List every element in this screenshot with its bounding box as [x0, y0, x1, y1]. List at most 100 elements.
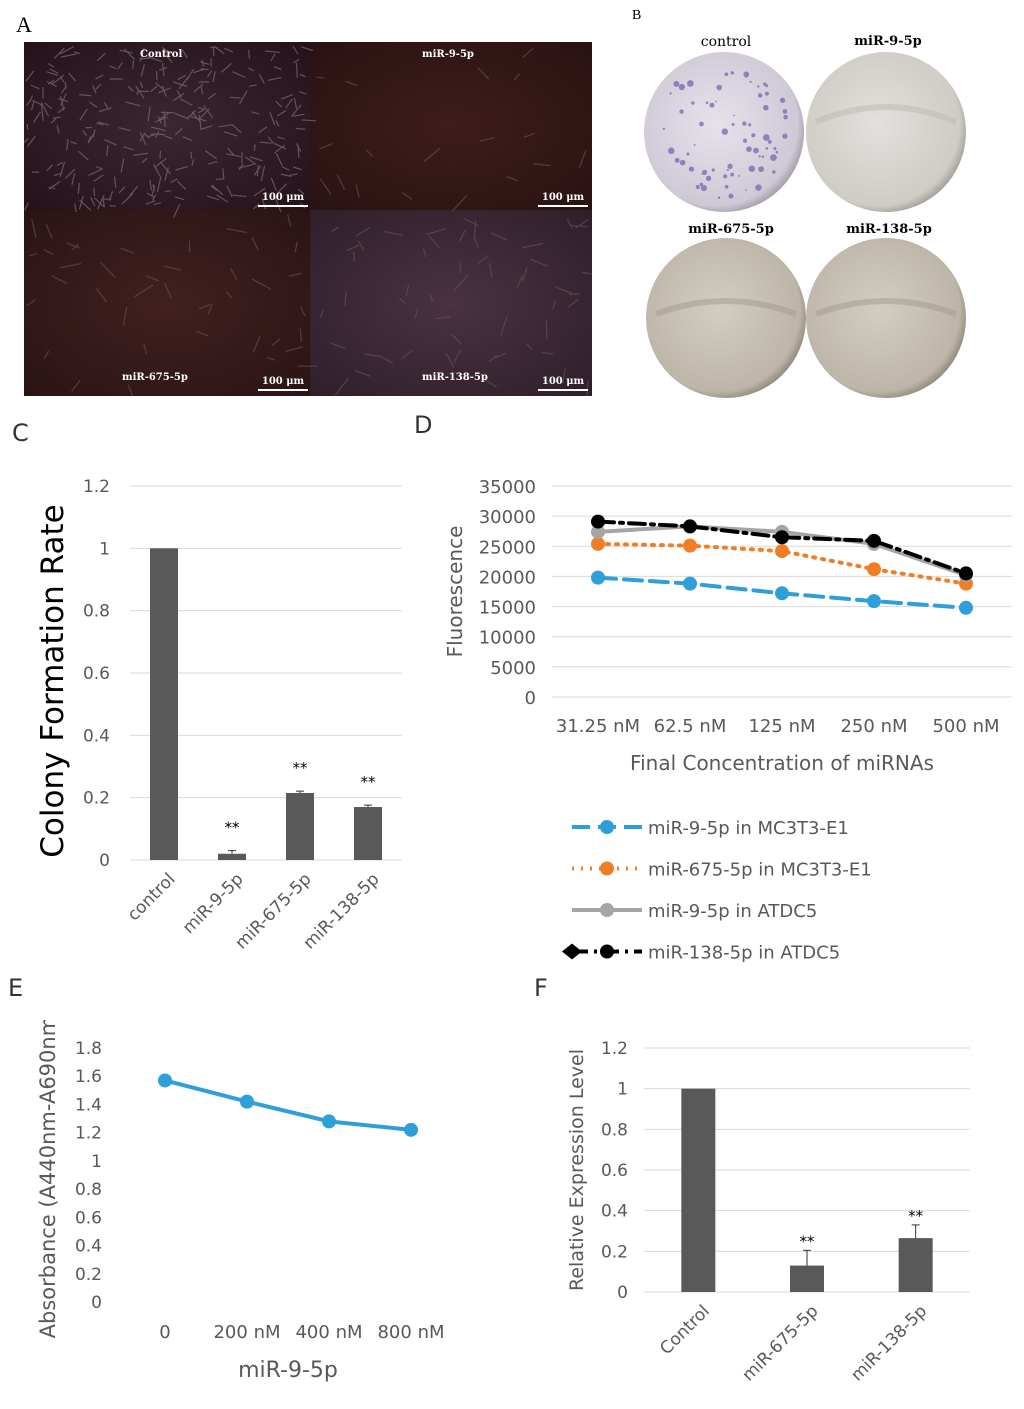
y-tick-label: 0	[525, 688, 536, 709]
data-point	[775, 544, 789, 559]
data-point	[867, 533, 881, 548]
data-point	[404, 1122, 418, 1137]
x-tick-label: 62.5 nM	[654, 716, 727, 737]
x-tick-label: miR-138-5p	[847, 1301, 931, 1385]
cell-label-mir-675: miR-675-5p	[122, 372, 188, 383]
legend-label: miR-9-5p in ATDC5	[648, 901, 817, 922]
bar	[898, 1238, 933, 1292]
significance-mark: **	[361, 773, 377, 791]
y-tick-label: 5000	[490, 658, 536, 679]
data-point	[683, 576, 697, 591]
significance-mark: **	[293, 759, 309, 777]
y-tick-label: 1	[617, 1080, 628, 1100]
y-tick-label: 1	[99, 539, 110, 559]
data-point	[959, 566, 973, 581]
microscopy-grid	[24, 42, 592, 396]
bar	[681, 1088, 716, 1292]
data-point	[591, 536, 605, 551]
scale-bar-label: 100 μm	[261, 376, 305, 387]
y-tick-label: 0.4	[83, 726, 110, 746]
y-tick-label: 0.8	[75, 1180, 102, 1200]
significance-mark: **	[908, 1207, 924, 1225]
legend-marker	[600, 903, 614, 917]
y-tick-label: 10000	[479, 628, 536, 649]
x-tick-label: 125 nM	[748, 716, 815, 737]
legend-label: miR-9-5p in MC3T3-E1	[648, 818, 849, 839]
y-tick-label: 1.8	[75, 1039, 102, 1059]
y-tick-label: 0	[99, 851, 110, 871]
x-tick-label: miR-675-5p	[739, 1301, 823, 1385]
plate-mir-9	[806, 52, 966, 212]
chart-fluorescence: 0 5000 10000 15000 20000 25000 30000 35000 Fluor…	[443, 477, 1012, 964]
data-point	[591, 514, 605, 529]
y-tick-label: 20000	[479, 567, 536, 588]
data-point	[322, 1114, 336, 1129]
panel-label-e: E	[8, 974, 24, 1002]
chart-absorbance: 0 0.2 0.4 0.6 0.8 1 1.2 1.4 1.6 1.8 Absorbance (A4…	[36, 1020, 445, 1383]
cell-label-mir-9: miR-9-5p	[422, 49, 474, 60]
x-axis-title: Final Concentration of miRNAs	[630, 751, 934, 775]
scale-bar	[258, 205, 308, 207]
x-tick-label: 200 nM	[213, 1322, 280, 1343]
y-tick-label: 35000	[479, 477, 536, 498]
x-axis-title: miR-9-5p	[238, 1358, 338, 1383]
y-tick-label: 1.2	[75, 1124, 102, 1144]
legend-label: miR-675-5p in MC3T3-E1	[648, 860, 872, 881]
y-tick-label: 30000	[479, 507, 536, 528]
y-tick-label: 0.8	[601, 1120, 628, 1140]
data-point	[158, 1073, 172, 1088]
series-line	[164, 1078, 412, 1132]
data-point	[775, 530, 789, 545]
well-label-mir-9: miR-9-5p	[854, 34, 922, 49]
x-tick-label: 250 nM	[840, 716, 907, 737]
bar	[218, 853, 246, 860]
colony-plates	[644, 52, 966, 398]
well-label-mir-138: miR-138-5p	[846, 222, 932, 237]
y-tick-label: 0.2	[601, 1242, 628, 1262]
scale-bar	[258, 389, 308, 391]
panel-label-d: D	[414, 411, 433, 439]
bar	[354, 807, 382, 860]
well-label-control: control	[700, 34, 752, 50]
x-tick-label: 31.25 nM	[556, 716, 640, 737]
bar	[150, 548, 178, 860]
scale-bar	[538, 205, 588, 207]
data-point	[591, 570, 605, 585]
bar	[790, 1265, 824, 1292]
y-axis-title: Absorbance (A440nm-A690nm)	[36, 1020, 60, 1338]
x-tick-label: Control	[656, 1301, 714, 1359]
y-tick-label: 0.6	[75, 1208, 102, 1228]
y-tick-label: 0	[617, 1283, 628, 1303]
y-tick-label: 1.6	[75, 1067, 102, 1087]
panel-label-f: F	[534, 974, 548, 1002]
chart-colony-formation: 0 0.2 0.4 0.6 0.8 1 1.2 Colony Formation Rate co…	[35, 477, 402, 953]
y-tick-label: 1.2	[601, 1039, 628, 1059]
y-axis-title: Colony Formation Rate	[35, 504, 71, 857]
plate-mir-138	[806, 238, 966, 398]
x-tick-label: control	[124, 869, 180, 925]
legend-marker	[600, 861, 614, 876]
scale-bar-label: 100 μm	[541, 192, 585, 203]
y-tick-label: 1	[91, 1152, 102, 1172]
panel-label-b: B	[632, 8, 642, 23]
legend-marker	[600, 944, 614, 959]
significance-mark: **	[225, 819, 241, 837]
y-tick-label: 0.6	[83, 664, 110, 684]
series-line	[596, 541, 968, 586]
y-tick-label: 0.4	[601, 1202, 628, 1222]
plate-mir-675	[646, 238, 806, 398]
x-tick-label: 0	[159, 1322, 170, 1343]
y-tick-label: 1.4	[75, 1095, 102, 1115]
bar	[286, 792, 314, 860]
legend-marker	[600, 820, 614, 834]
data-point	[959, 600, 973, 615]
data-point	[683, 538, 697, 553]
data-point	[591, 524, 605, 539]
y-tick-label: 0.8	[83, 602, 110, 622]
cell-label-control: Control	[140, 49, 183, 60]
y-tick-label: 0	[91, 1293, 102, 1313]
x-tick-label: 800 nM	[377, 1322, 444, 1343]
scale-bar	[538, 389, 588, 391]
x-tick-label: miR-9-5p	[179, 869, 248, 938]
y-tick-label: 1.2	[83, 477, 110, 497]
